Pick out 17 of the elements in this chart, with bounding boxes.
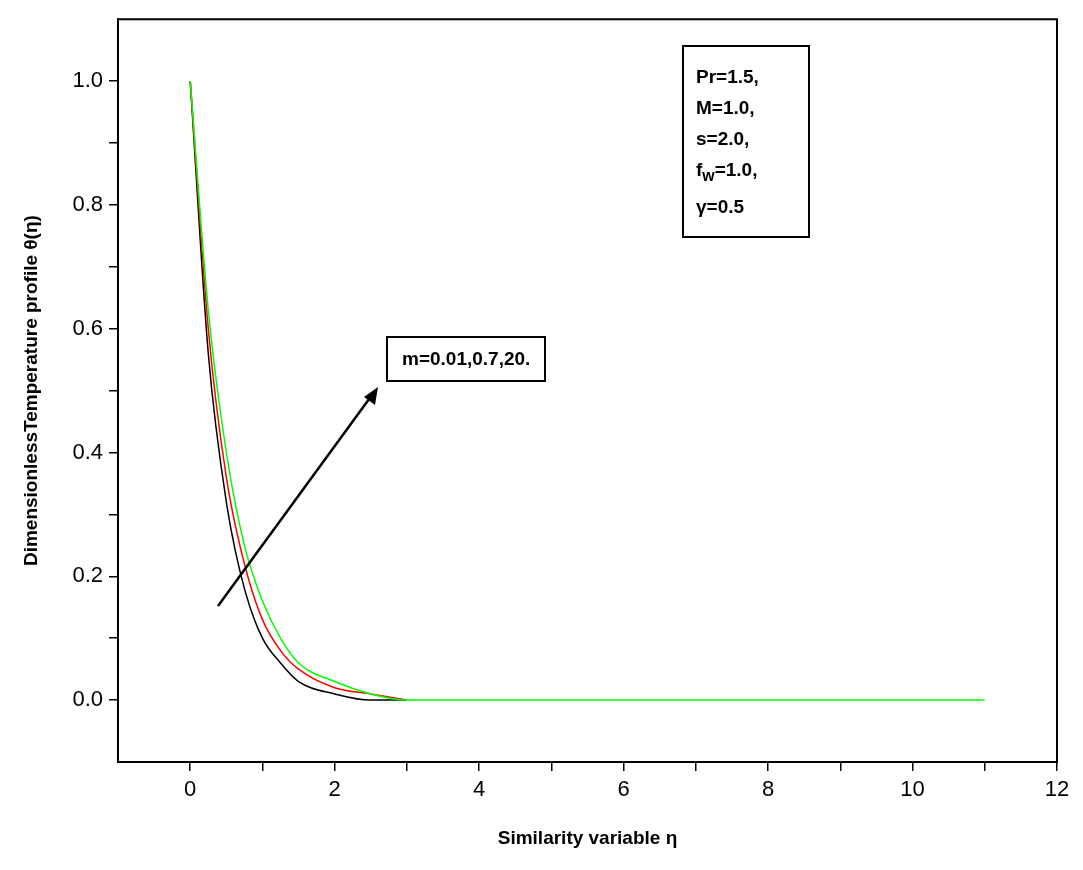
y-tick-label: 0.0 [72, 686, 103, 712]
x-tick-label: 8 [761, 776, 775, 802]
x-tick-label: 4 [473, 776, 486, 802]
y-tick-label: 0.6 [72, 314, 103, 340]
annotation: m=0.01,0.7,20. [386, 336, 547, 382]
y-axis-title: DimensionlessTemperature profile θ(η) [19, 215, 41, 567]
x-tick-label: 10 [900, 776, 925, 802]
x-tick-label: 0 [184, 776, 197, 802]
y-tick-label: 1.0 [72, 67, 103, 93]
y-tick-label: 0.2 [72, 562, 103, 588]
y-tick-label: 0.4 [72, 438, 103, 464]
x-axis-title: Similarity variable η [497, 826, 678, 848]
x-tick-label: 6 [617, 776, 630, 802]
x-tick-label: 2 [328, 776, 341, 802]
annotation: Pr=1.5, M=1.0, s=2.0, f$_{w}$=1.0, γ=0.5 [682, 45, 810, 238]
x-tick-label: 12 [1044, 776, 1070, 802]
y-tick-label: 0.8 [72, 190, 103, 216]
